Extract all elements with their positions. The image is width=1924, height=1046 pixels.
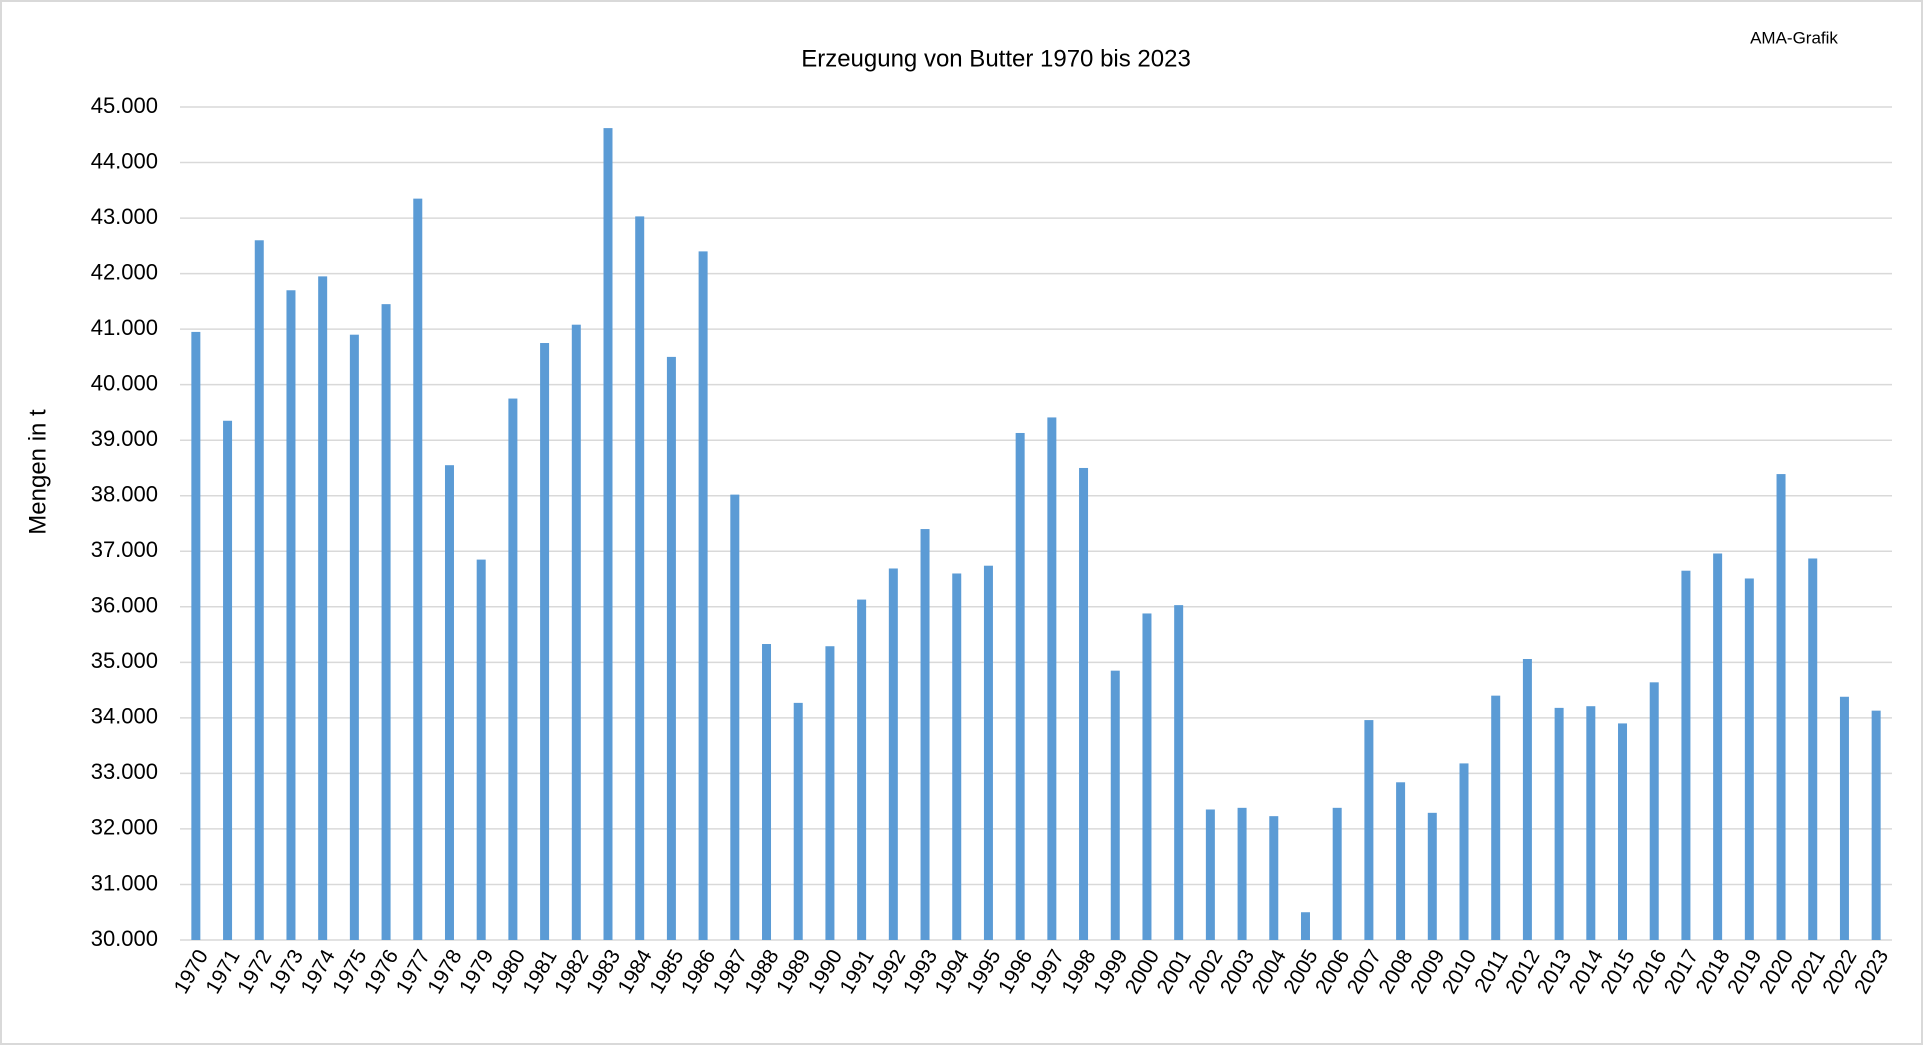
bar — [952, 573, 962, 940]
bar — [1300, 912, 1310, 940]
bar — [191, 331, 201, 940]
bar — [1459, 763, 1469, 940]
bar — [1079, 467, 1089, 940]
y-tick-label: 38.000 — [91, 482, 158, 507]
bar — [793, 702, 803, 940]
y-tick-label: 34.000 — [91, 704, 158, 729]
y-axis-label: Mengen in t — [24, 409, 51, 535]
bar — [254, 240, 264, 940]
y-tick-label: 44.000 — [91, 148, 158, 173]
bar — [381, 304, 391, 941]
bar — [603, 128, 613, 940]
bar — [857, 599, 867, 940]
y-tick-label: 43.000 — [91, 204, 158, 229]
bar — [1649, 682, 1659, 940]
bar — [1681, 570, 1691, 940]
bar — [1015, 432, 1025, 940]
bar — [635, 216, 645, 941]
bar — [444, 465, 454, 940]
bar — [983, 565, 993, 940]
bar — [825, 646, 835, 940]
y-tick-label: 45.000 — [91, 93, 158, 118]
bar — [1776, 474, 1786, 940]
y-tick-label: 30.000 — [91, 926, 158, 951]
bar — [540, 343, 550, 940]
bar — [508, 398, 518, 940]
bar — [1269, 816, 1279, 940]
bar — [1047, 417, 1057, 940]
bar — [1554, 707, 1564, 940]
y-tick-label: 42.000 — [91, 259, 158, 284]
y-tick-label: 36.000 — [91, 593, 158, 618]
y-tick-label: 39.000 — [91, 426, 158, 451]
bar — [762, 644, 772, 940]
bar — [1586, 706, 1596, 940]
bar — [571, 324, 581, 940]
source-label: AMA-Grafik — [1750, 28, 1838, 47]
bar — [1522, 659, 1532, 940]
bar — [1205, 809, 1215, 940]
y-tick-label: 32.000 — [91, 815, 158, 840]
bar — [1491, 695, 1501, 940]
y-tick-label: 37.000 — [91, 537, 158, 562]
bar — [1364, 720, 1374, 940]
bar — [1839, 696, 1849, 940]
bar — [318, 276, 328, 940]
bar — [1142, 613, 1152, 940]
bar — [1332, 807, 1342, 940]
bar — [730, 494, 740, 940]
y-tick-label: 35.000 — [91, 648, 158, 673]
y-tick-label: 33.000 — [91, 759, 158, 784]
bar — [286, 290, 296, 940]
bar — [1174, 605, 1184, 940]
bar — [1237, 807, 1247, 940]
bar — [698, 251, 708, 941]
y-tick-label: 41.000 — [91, 315, 158, 340]
bar — [1871, 710, 1881, 940]
bar — [223, 420, 233, 941]
bar — [413, 198, 423, 940]
bar — [1110, 670, 1120, 940]
bar — [1744, 578, 1754, 940]
bar — [1396, 782, 1406, 940]
bar — [888, 568, 898, 940]
bar — [476, 559, 486, 940]
bar — [1618, 723, 1628, 940]
bar — [1808, 558, 1818, 940]
bar — [349, 334, 359, 941]
bar — [666, 356, 676, 940]
bar — [920, 529, 930, 940]
bar — [1427, 812, 1437, 940]
chart-title: Erzeugung von Butter 1970 bis 2023 — [801, 45, 1191, 72]
y-tick-label: 31.000 — [91, 870, 158, 895]
y-tick-label: 40.000 — [91, 370, 158, 395]
bar — [1713, 553, 1723, 940]
